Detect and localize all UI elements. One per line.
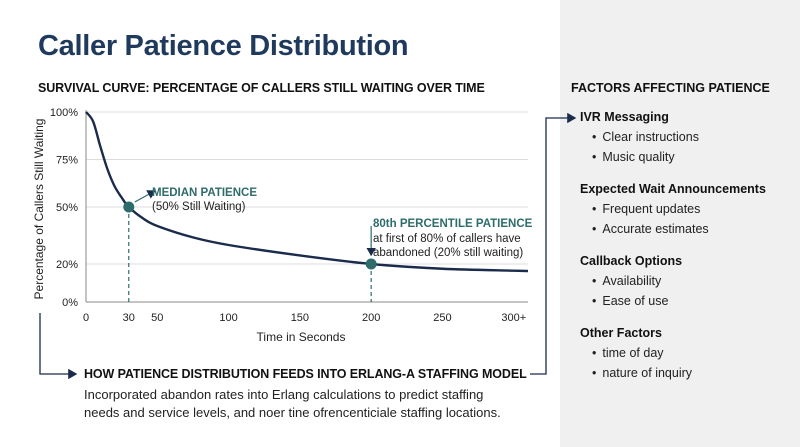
x-tick-label: 50 [151, 312, 163, 324]
percentile-annotation-title: 80th PERCENTILE PATIENCE [373, 218, 533, 230]
factor-item: Ease of use [580, 291, 795, 311]
erlang-heading: HOW PATIENCE DISTRIBUTION FEEDS INTO ERL… [84, 367, 527, 381]
factor-item: time of day [580, 343, 795, 363]
x-tick-label: 30 [123, 312, 135, 324]
y-tick-label: 50% [56, 202, 78, 214]
factor-item: nature of inquiry [580, 363, 795, 383]
median-callout-arrow [134, 190, 156, 203]
connector-to-erlang-arrow [39, 313, 78, 380]
factor-item: Clear instructions [580, 127, 795, 147]
y-tick-label: 75% [56, 155, 78, 167]
factor-item: Availability [580, 271, 795, 291]
factor-group-label: Other Factors [580, 326, 662, 340]
y-tick-label: 20% [56, 259, 78, 271]
x-tick-label: 150 [291, 312, 309, 324]
erlang-description-line: Incorporated abandon rates into Erlang c… [84, 387, 484, 402]
y-axis-title: Percentage of Callers Still Waiting [32, 119, 46, 300]
y-tick-label: 100% [50, 107, 78, 119]
y-tick-label: 0% [62, 297, 78, 309]
factor-item: Accurate estimates [580, 219, 795, 239]
erlang-description: Incorporated abandon rates into Erlang c… [84, 386, 554, 422]
percentile-annotation-text: at first of 80% of callers have [373, 233, 521, 245]
x-tick-label: 0 [83, 312, 89, 324]
factor-item: Music quality [580, 147, 795, 167]
x-tick-label: 300+ [501, 312, 526, 324]
x-tick-label: 200 [362, 312, 380, 324]
factor-group-label: Expected Wait Announcements [580, 182, 766, 196]
survival-curve-line [85, 111, 529, 273]
factor-group: Other Factors time of daynature of inquir… [580, 323, 795, 383]
factor-group-label: Callback Options [580, 254, 683, 268]
erlang-description-line: needs and service levels, and noer tine … [84, 405, 501, 420]
factor-item: Frequent updates [580, 199, 795, 219]
percentile-annotation-text: abandoned (20% still waiting) [373, 247, 523, 259]
x-tick-label: 250 [433, 312, 451, 324]
factor-group: Expected Wait Announcements Frequent upda… [580, 179, 795, 239]
factors-heading: FACTORS AFFECTING PATIENCE [571, 81, 770, 95]
annotation-point [365, 258, 377, 270]
median-annotation-text: (50% Still Waiting) [152, 201, 246, 213]
annotation-point [123, 201, 135, 213]
factors-list: IVR Messaging Clear instructionsMusic qua… [580, 107, 795, 395]
factor-group: IVR Messaging Clear instructionsMusic qua… [580, 107, 795, 167]
chart-heading: SURVIVAL CURVE: PERCENTAGE OF CALLERS ST… [38, 81, 485, 95]
factor-group: Callback Options AvailabilityEase of use [580, 251, 795, 311]
x-tick-label: 100 [219, 312, 237, 324]
x-axis-title: Time in Seconds [257, 330, 346, 344]
connector-to-factors-arrow [530, 112, 577, 375]
factor-group-label: IVR Messaging [580, 110, 669, 124]
median-annotation-title: MEDIAN PATIENCE [152, 187, 257, 199]
page-title: Caller Patience Distribution [38, 30, 409, 62]
